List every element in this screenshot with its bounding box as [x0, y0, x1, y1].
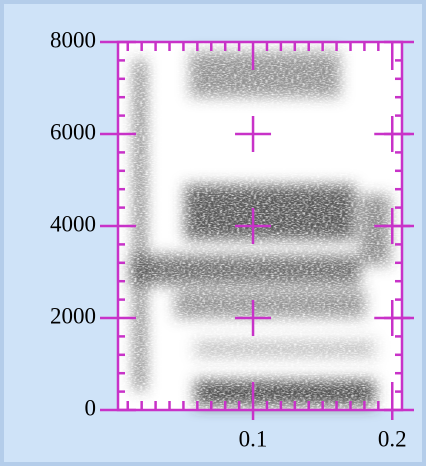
- y-tick-label: 6000: [50, 119, 96, 144]
- x-tick-label: 0.2: [378, 426, 407, 451]
- y-tick-label: 0: [85, 395, 97, 420]
- y-tick-label: 8000: [50, 27, 96, 52]
- x-tick-label: 0.1: [239, 426, 268, 451]
- y-tick-label: 2000: [50, 303, 96, 328]
- y-tick-label: 4000: [50, 211, 96, 236]
